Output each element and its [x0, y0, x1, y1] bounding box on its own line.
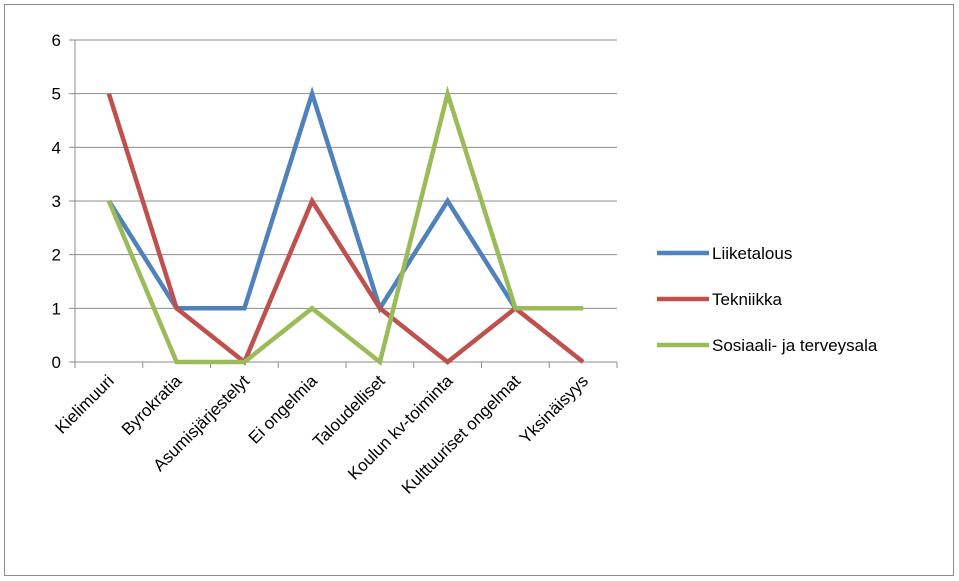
series-lines — [106, 85, 585, 366]
y-tick-label: 2 — [52, 246, 61, 265]
y-tick-label: 3 — [52, 192, 61, 211]
x-tick-label: Yksinäisyys — [516, 371, 592, 447]
x-tick-label: Kielimuuri — [51, 371, 117, 437]
series-line-2 — [106, 93, 585, 366]
y-tick-label: 5 — [52, 85, 61, 104]
legend-label: Sosiaali- ja terveysala — [712, 336, 878, 355]
legend: Liiketalous Tekniikka Sosiaali- ja terveys… — [657, 244, 878, 355]
y-tick-label: 0 — [52, 353, 61, 372]
legend-label: Liiketalous — [712, 244, 792, 263]
series-line-3 — [106, 85, 584, 366]
series-line-1 — [106, 86, 584, 314]
chart-area — [4, 4, 954, 576]
y-tick-label: 1 — [52, 299, 61, 318]
legend-label: Tekniikka — [712, 290, 782, 309]
gridlines — [75, 39, 617, 309]
y-tick-label: 4 — [52, 138, 61, 157]
x-tick-label: Kulttuuriset ongelmat — [398, 371, 525, 498]
x-tick-label: Byrokratia — [118, 371, 186, 439]
y-tick-label: 6 — [52, 31, 61, 50]
